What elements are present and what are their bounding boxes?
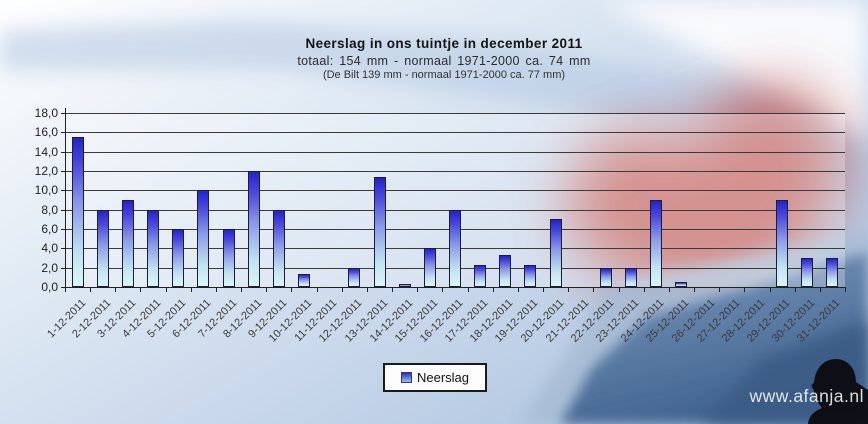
bar <box>801 258 813 287</box>
bar <box>776 200 788 287</box>
bar <box>248 171 260 287</box>
y-axis-label: 16,0 <box>34 125 58 139</box>
y-axis-label: 8,0 <box>41 203 58 217</box>
bar <box>474 265 486 287</box>
x-axis-tick <box>417 287 418 292</box>
x-axis-tick <box>216 287 217 292</box>
bar <box>650 200 662 287</box>
bar <box>298 274 310 287</box>
x-axis-tick <box>719 287 720 292</box>
bar <box>374 177 386 287</box>
gridline <box>65 113 845 114</box>
x-axis-tick <box>241 287 242 292</box>
sky-band <box>0 20 868 200</box>
x-axis-tick <box>644 287 645 292</box>
head-silhouette-icon <box>808 359 868 424</box>
bar <box>524 265 536 287</box>
bar <box>675 282 687 287</box>
title-block: Neerslag in ons tuintje in december 2011… <box>20 36 868 81</box>
chart-subnote: (De Bilt 139 mm - normaal 1971-2000 ca. … <box>322 69 566 81</box>
x-axis-tick <box>619 287 620 292</box>
bar <box>550 219 562 287</box>
x-axis-tick <box>694 287 695 292</box>
y-axis-line <box>65 108 66 292</box>
x-axis-tick <box>90 287 91 292</box>
x-axis-line <box>61 287 845 288</box>
legend: Neerslag <box>383 363 487 392</box>
y-axis-tick <box>61 210 65 211</box>
bar <box>600 268 612 287</box>
x-axis-tick <box>468 287 469 292</box>
x-axis-tick <box>593 287 594 292</box>
gridline <box>65 152 845 153</box>
y-axis-tick <box>61 190 65 191</box>
x-axis-tick <box>518 287 519 292</box>
y-axis-tick <box>61 248 65 249</box>
legend-swatch-icon <box>400 372 412 383</box>
y-axis-label: 0,0 <box>41 280 58 294</box>
y-axis-tick <box>61 268 65 269</box>
bar <box>499 255 511 287</box>
bar <box>172 229 184 287</box>
y-axis-tick <box>61 171 65 172</box>
bar <box>399 284 411 287</box>
y-axis-label: 6,0 <box>41 222 58 236</box>
x-axis-tick <box>65 287 66 292</box>
y-axis-tick <box>61 152 65 153</box>
bar <box>72 137 84 287</box>
bar <box>424 248 436 287</box>
x-axis-tick <box>191 287 192 292</box>
gridline <box>65 171 845 172</box>
bar <box>625 268 637 287</box>
chart-subtitle: totaal: 154 mm - normaal 1971-2000 ca. 7… <box>297 54 591 68</box>
y-axis-label: 4,0 <box>41 241 58 255</box>
x-axis-tick <box>115 287 116 292</box>
y-axis-tick <box>61 229 65 230</box>
y-axis-label: 18,0 <box>34 106 58 120</box>
y-axis-tick <box>61 132 65 133</box>
gridline <box>65 132 845 133</box>
bar <box>197 190 209 287</box>
x-axis-tick <box>770 287 771 292</box>
gridline <box>65 190 845 191</box>
x-axis-tick <box>266 287 267 292</box>
x-axis-tick <box>543 287 544 292</box>
x-axis-tick <box>845 287 846 292</box>
x-axis-tick <box>669 287 670 292</box>
y-axis-label: 12,0 <box>34 164 58 178</box>
x-axis-tick <box>442 287 443 292</box>
bar <box>97 210 109 287</box>
chart-title: Neerslag in ons tuintje in december 2011 <box>305 36 583 51</box>
x-axis-tick <box>568 287 569 292</box>
x-axis-tick <box>166 287 167 292</box>
y-axis-tick <box>61 113 65 114</box>
bar <box>826 258 838 287</box>
bar <box>147 210 159 287</box>
x-axis-tick <box>795 287 796 292</box>
legend-label: Neerslag <box>416 370 470 385</box>
x-axis-tick <box>392 287 393 292</box>
bar <box>122 200 134 287</box>
y-axis-label: 14,0 <box>34 145 58 159</box>
bar <box>273 210 285 287</box>
x-axis-tick <box>140 287 141 292</box>
x-axis-tick <box>820 287 821 292</box>
x-axis-tick <box>342 287 343 292</box>
x-axis-tick <box>744 287 745 292</box>
x-axis-tick <box>291 287 292 292</box>
bar <box>348 268 360 287</box>
bar <box>449 210 461 287</box>
y-axis-label: 2,0 <box>41 261 58 275</box>
x-axis-tick <box>367 287 368 292</box>
watermark-text: www.afanja.nl <box>749 386 864 406</box>
bar <box>223 229 235 287</box>
y-axis-label: 10,0 <box>34 183 58 197</box>
x-axis-tick <box>317 287 318 292</box>
x-axis-tick <box>493 287 494 292</box>
